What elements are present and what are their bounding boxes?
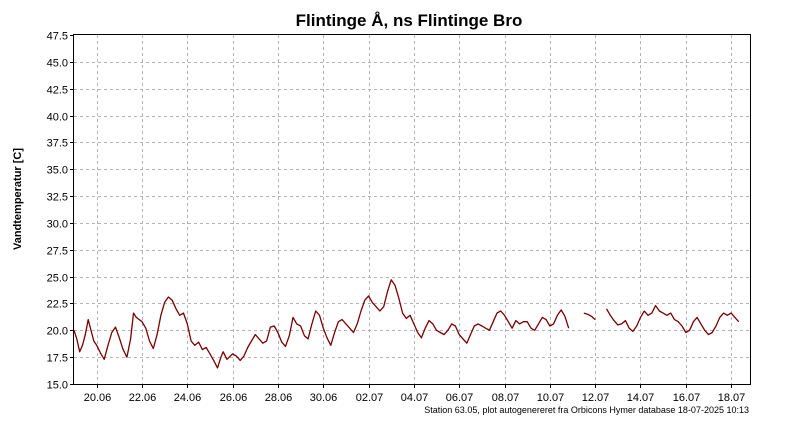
chart-title: Flintinge Å, ns Flintinge Bro (296, 11, 523, 30)
y-tick-label: 35.0 (47, 165, 68, 177)
y-tick-label: 32.5 (47, 192, 68, 204)
x-tick-label: 02.07 (356, 392, 384, 404)
grid (74, 35, 750, 384)
x-tick-label: 26.06 (220, 392, 248, 404)
series-layer (73, 279, 740, 369)
x-tick-label: 30.06 (310, 392, 338, 404)
y-tick-label: 47.5 (47, 31, 68, 43)
temperature-series-line (73, 279, 570, 369)
x-axis-ticks: 20.06 22.06 24.06 26.06 28.06 30.06 02.07 04.07… (84, 384, 746, 404)
y-tick-label: 17.5 (47, 353, 68, 365)
y-axis-ticks: 15.0 17.5 20.0 22.5 25.0 27.5 30.0 32.5 35.0 37.5… (47, 31, 74, 392)
y-tick-label: 45.0 (47, 58, 68, 70)
x-tick-label: 28.06 (265, 392, 293, 404)
x-tick-label: 22.06 (129, 392, 157, 404)
x-tick-label: 16.07 (673, 392, 701, 404)
y-tick-label: 27.5 (47, 246, 68, 258)
x-tick-label: 12.07 (582, 392, 610, 404)
y-tick-label: 15.0 (47, 380, 68, 392)
y-tick-label: 42.5 (47, 85, 68, 97)
y-tick-label: 20.0 (47, 326, 68, 338)
x-tick-label: 18.07 (718, 392, 746, 404)
y-tick-label: 40.0 (47, 112, 68, 124)
y-tick-label: 25.0 (47, 273, 68, 285)
x-tick-label: 14.07 (627, 392, 655, 404)
temperature-series-line (605, 304, 740, 336)
y-tick-label: 30.0 (47, 219, 68, 231)
y-tick-label: 37.5 (47, 138, 68, 150)
x-tick-label: 06.07 (446, 392, 474, 404)
plot-frame (73, 34, 751, 385)
x-tick-label: 08.07 (492, 392, 520, 404)
x-tick-label: 24.06 (174, 392, 202, 404)
x-tick-label: 04.07 (401, 392, 429, 404)
y-axis-label: Vandtemperatur [C] (12, 148, 24, 250)
x-tick-label: 20.06 (84, 392, 112, 404)
y-tick-label: 22.5 (47, 299, 68, 311)
x-tick-label: 10.07 (537, 392, 565, 404)
temperature-series-line (583, 312, 596, 321)
source-note: Station 63.05, plot autogenereret fra Or… (424, 405, 749, 415)
